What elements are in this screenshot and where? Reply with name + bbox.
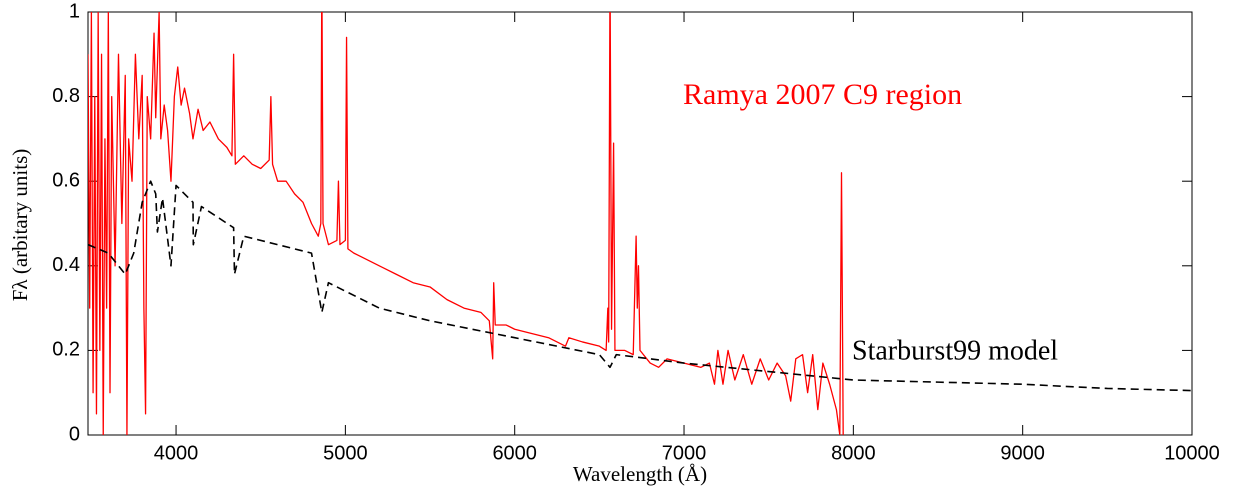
x-tick-label: 7000 — [662, 442, 707, 464]
y-tick-label: 0 — [69, 423, 80, 445]
series-line — [88, 12, 844, 435]
y-tick-label: 0.8 — [52, 85, 80, 107]
x-tick-label: 8000 — [831, 442, 876, 464]
series-annotation: Ramya 2007 C9 region — [683, 78, 962, 111]
x-tick-label: 5000 — [323, 442, 368, 464]
plot-area — [88, 12, 1192, 435]
x-tick-label: 9000 — [1000, 442, 1045, 464]
x-tick-label: 4000 — [154, 442, 199, 464]
y-axis-label: Fλ (arbitary units) — [8, 149, 32, 302]
x-tick-label: 10000 — [1164, 442, 1220, 464]
y-tick-label: 0.6 — [52, 169, 80, 191]
series-annotation: Starburst99 model — [852, 335, 1058, 366]
x-axis-label: Wavelength (Å) — [573, 462, 707, 486]
x-tick-label: 6000 — [492, 442, 537, 464]
series-line — [88, 180, 1192, 392]
plot-frame — [87, 11, 1193, 436]
y-tick-label: 1 — [69, 0, 80, 22]
y-tick-label: 0.2 — [52, 339, 80, 361]
y-tick-label: 0.4 — [52, 254, 80, 276]
